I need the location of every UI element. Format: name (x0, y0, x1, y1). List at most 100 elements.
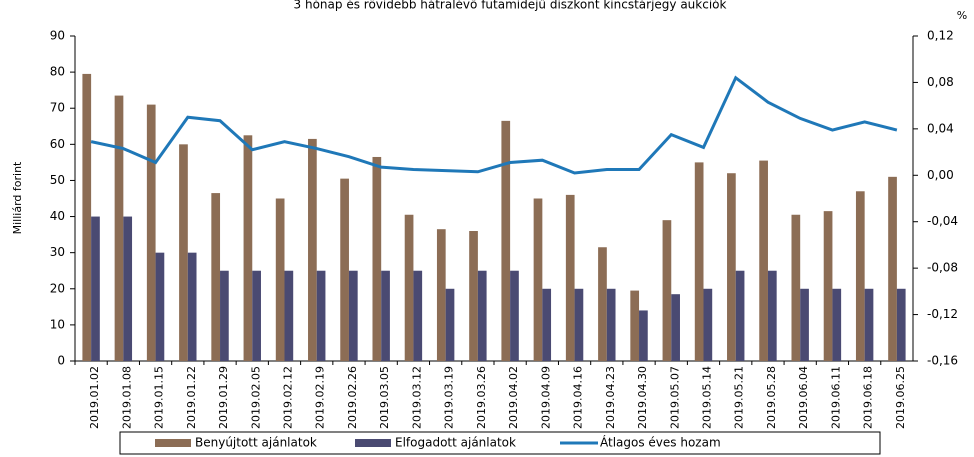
bar (542, 288, 552, 361)
bar (703, 288, 713, 361)
y2-tick-label: 0,12 (927, 29, 954, 43)
bar (565, 194, 575, 361)
x-tick-label: 2019.04.16 (572, 366, 585, 429)
y-tick-label: 40 (50, 209, 65, 223)
chart-title: 3 hónap és rövidebb hátralévő futamidejű… (294, 0, 727, 12)
bar (727, 173, 736, 361)
x-tick-label: 2019.05.28 (765, 366, 778, 429)
bar (179, 144, 188, 361)
y-tick-label: 30 (50, 245, 65, 259)
x-tick-label: 2019.01.08 (120, 366, 133, 429)
x-tick-label: 2019.02.26 (346, 366, 359, 429)
bar (671, 294, 680, 361)
x-tick-label: 2019.04.02 (507, 366, 520, 429)
x-tick-label: 2019.03.12 (410, 366, 423, 429)
bar (694, 162, 704, 361)
bar (82, 73, 92, 362)
x-tick-label: 2019.01.22 (185, 366, 198, 429)
bar (381, 270, 390, 361)
bar (855, 191, 865, 361)
legend-label: Átlagos éves hozam (600, 435, 721, 450)
y2-tick-label: 0,04 (927, 121, 954, 135)
bar (348, 270, 358, 361)
bar (477, 270, 487, 361)
y2-axis-unit: % (957, 9, 967, 22)
x-tick-label: 2019.01.29 (217, 366, 230, 429)
bar (759, 160, 768, 361)
bar (864, 288, 874, 361)
bar (123, 216, 133, 361)
x-tick-label: 2019.02.05 (249, 366, 262, 429)
y-tick-label: 80 (50, 65, 65, 79)
legend-swatch (355, 439, 391, 447)
x-tick-label: 2019.02.12 (282, 366, 295, 429)
bar (243, 135, 253, 361)
bar (252, 270, 261, 361)
bar (639, 310, 648, 361)
x-tick-label: 2019.03.26 (475, 366, 488, 429)
y2-tick-label: 0,08 (927, 75, 954, 89)
y-tick-label: 70 (50, 101, 65, 115)
y-tick-label: 20 (50, 281, 65, 295)
x-tick-label: 2019.01.15 (153, 366, 166, 429)
bar (896, 288, 906, 361)
y-tick-label: 10 (50, 317, 65, 331)
y2-tick-label: -0,04 (927, 214, 958, 228)
bar (146, 104, 156, 361)
x-tick-label: 2019.04.23 (604, 366, 617, 429)
bar (155, 252, 165, 361)
bar (445, 288, 455, 361)
bar (767, 270, 777, 361)
x-tick-label: 2019.05.14 (701, 366, 714, 429)
legend-label: Benyújtott ajánlatok (195, 436, 317, 450)
bar (114, 95, 124, 361)
line-series (90, 75, 898, 175)
bar (791, 214, 801, 361)
bar (606, 288, 616, 361)
bar (662, 220, 672, 361)
y2-tick-label: -0,08 (927, 261, 958, 275)
bar (91, 216, 100, 361)
bar (308, 138, 317, 361)
bar (501, 120, 511, 361)
bar (510, 270, 519, 361)
bar (413, 270, 423, 361)
bar (533, 198, 543, 361)
x-tick-label: 2019.03.19 (443, 366, 456, 429)
bar (574, 288, 584, 361)
y-tick-label: 50 (50, 173, 65, 187)
bar (404, 214, 414, 361)
y2-tick-label: 0,00 (927, 168, 954, 182)
y-tick-label: 60 (50, 137, 65, 151)
legend-box (119, 431, 881, 455)
bar (630, 290, 640, 361)
bar (316, 270, 326, 361)
legend-label: Elfogadott ajánlatok (395, 436, 516, 450)
x-tick-label: 2019.04.30 (636, 366, 649, 429)
bar (220, 270, 229, 361)
legend-swatch (155, 439, 191, 447)
x-tick-label: 2019.04.09 (539, 366, 552, 429)
bar (469, 231, 478, 361)
x-tick-label: 2019.06.25 (894, 366, 907, 429)
bar (211, 193, 221, 361)
y2-tick-label: -0,16 (927, 354, 958, 368)
x-tick-label: 2019.06.04 (797, 366, 810, 429)
bar (275, 198, 285, 361)
bar (800, 288, 809, 361)
x-tick-label: 2019.06.18 (862, 366, 875, 429)
x-tick-label: 2019.05.07 (668, 366, 681, 429)
x-tick-label: 2019.01.02 (88, 366, 101, 429)
x-tick-label: 2019.06.11 (829, 366, 842, 429)
x-tick-label: 2019.02.19 (314, 366, 327, 429)
bar (372, 156, 382, 361)
y-tick-label: 90 (50, 29, 65, 43)
x-tick-label: 2019.03.05 (378, 366, 391, 429)
y-tick-label: 0 (57, 354, 65, 368)
bar (823, 211, 833, 361)
bar (598, 247, 607, 361)
bar (436, 229, 446, 361)
x-tick-label: 2019.05.21 (733, 366, 746, 429)
y2-tick-label: -0,12 (927, 307, 958, 321)
